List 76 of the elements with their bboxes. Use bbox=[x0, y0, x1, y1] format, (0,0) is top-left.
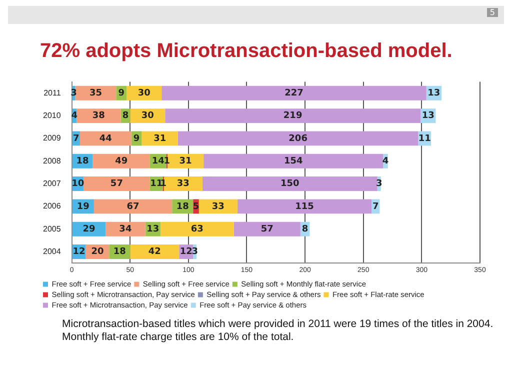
data-label: 34 bbox=[119, 224, 132, 234]
data-label: 11 bbox=[150, 179, 163, 190]
data-label: 4 bbox=[382, 156, 389, 166]
data-label: 30 bbox=[138, 88, 150, 98]
bar bbox=[75, 86, 116, 100]
data-label: 9 bbox=[118, 88, 124, 98]
data-label: 115 bbox=[295, 202, 314, 212]
data-label: 33 bbox=[212, 202, 224, 212]
bar bbox=[162, 86, 426, 100]
data-label: 9 bbox=[133, 134, 140, 144]
text: 5 bbox=[486, 8, 498, 17]
data-label: 57 bbox=[110, 179, 123, 190]
data-label: 20 bbox=[91, 247, 104, 258]
data-label: 7 bbox=[372, 202, 379, 212]
bar bbox=[142, 131, 178, 146]
text: Monthly flat-rate charge titles are 10% of the total. bbox=[62, 331, 295, 344]
y-tick-label: 2005 bbox=[43, 224, 62, 234]
bar bbox=[202, 176, 378, 192]
data-label: 30 bbox=[141, 111, 154, 122]
data-label: 63 bbox=[190, 224, 204, 234]
data-label: 8 bbox=[302, 224, 308, 234]
data-label: 29 bbox=[82, 224, 96, 234]
text: Microtransaction-based titles which were provided in 2011 were 19 times of the titles in 2004. bbox=[62, 318, 494, 331]
y-tick-label: 2010 bbox=[43, 110, 62, 120]
y-tick-label: 2009 bbox=[43, 134, 62, 143]
data-label: 49 bbox=[115, 156, 128, 166]
bar bbox=[80, 131, 132, 146]
data-label: 67 bbox=[126, 202, 140, 212]
y-tick-label: 2008 bbox=[43, 156, 62, 166]
data-label: 13 bbox=[428, 88, 440, 98]
bar bbox=[106, 222, 146, 236]
data-label: 219 bbox=[283, 111, 302, 122]
y-tick-label: 2007 bbox=[43, 178, 62, 188]
data-label: 12 bbox=[180, 247, 192, 258]
data-label: 18 bbox=[76, 156, 89, 166]
bar bbox=[204, 154, 384, 168]
bar bbox=[234, 222, 300, 236]
data-label: 44 bbox=[99, 134, 112, 144]
data-label: 38 bbox=[92, 111, 105, 122]
data-label: 13 bbox=[146, 224, 160, 234]
data-label: 42 bbox=[148, 247, 161, 258]
bar bbox=[130, 244, 180, 259]
bar bbox=[83, 176, 150, 192]
bar bbox=[198, 199, 238, 214]
chart-title: 72% adopts Microtransaction-based model. bbox=[40, 40, 452, 63]
bar bbox=[76, 108, 121, 124]
data-label: 3 bbox=[376, 179, 382, 190]
data-label: 154 bbox=[284, 156, 303, 166]
bar bbox=[237, 199, 372, 214]
data-label: 57 bbox=[260, 224, 274, 234]
bar bbox=[92, 154, 150, 168]
data-label: 5 bbox=[192, 202, 200, 212]
y-tick-label: 2006 bbox=[43, 202, 62, 211]
bar bbox=[94, 199, 172, 214]
data-label: 206 bbox=[288, 134, 308, 144]
data-label: 12 bbox=[72, 247, 86, 258]
data-label: 13 bbox=[422, 111, 434, 122]
bar bbox=[165, 108, 421, 124]
data-label: 19 bbox=[76, 202, 90, 212]
data-label: 7 bbox=[72, 134, 80, 144]
data-label: 31 bbox=[154, 134, 166, 144]
y-tick-label: 2011 bbox=[44, 88, 62, 98]
data-label: 35 bbox=[89, 88, 102, 98]
data-label: 14 bbox=[152, 156, 164, 166]
data-label: 31 bbox=[179, 156, 192, 166]
data-label: 8 bbox=[122, 111, 129, 122]
bar bbox=[160, 222, 234, 236]
data-label: 11 bbox=[418, 134, 431, 144]
data-label: 150 bbox=[280, 179, 300, 190]
data-label: 3 bbox=[192, 247, 198, 258]
data-label: 18 bbox=[113, 247, 126, 258]
bar bbox=[178, 131, 418, 146]
data-label: 18 bbox=[176, 202, 189, 212]
y-tick-label: 2004 bbox=[43, 246, 62, 256]
data-label: 33 bbox=[176, 179, 190, 190]
data-label: 227 bbox=[284, 88, 304, 98]
